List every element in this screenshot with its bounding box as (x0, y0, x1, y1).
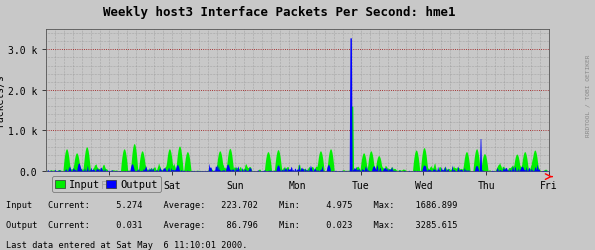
Text: RRDTOOL / TOBI OETIKER: RRDTOOL / TOBI OETIKER (585, 54, 590, 136)
Text: Input   Current:     5.274    Average:   223.702    Min:     4.975    Max:    16: Input Current: 5.274 Average: 223.702 Mi… (6, 200, 458, 209)
Legend: Input, Output: Input, Output (52, 176, 161, 192)
Y-axis label: Packets/s: Packets/s (0, 74, 5, 127)
Text: Last data entered at Sat May  6 11:10:01 2000.: Last data entered at Sat May 6 11:10:01 … (6, 240, 248, 249)
Text: Weekly host3 Interface Packets Per Second: hme1: Weekly host3 Interface Packets Per Secon… (104, 6, 456, 19)
Text: Output  Current:     0.031    Average:    86.796    Min:     0.023    Max:    32: Output Current: 0.031 Average: 86.796 Mi… (6, 220, 458, 229)
